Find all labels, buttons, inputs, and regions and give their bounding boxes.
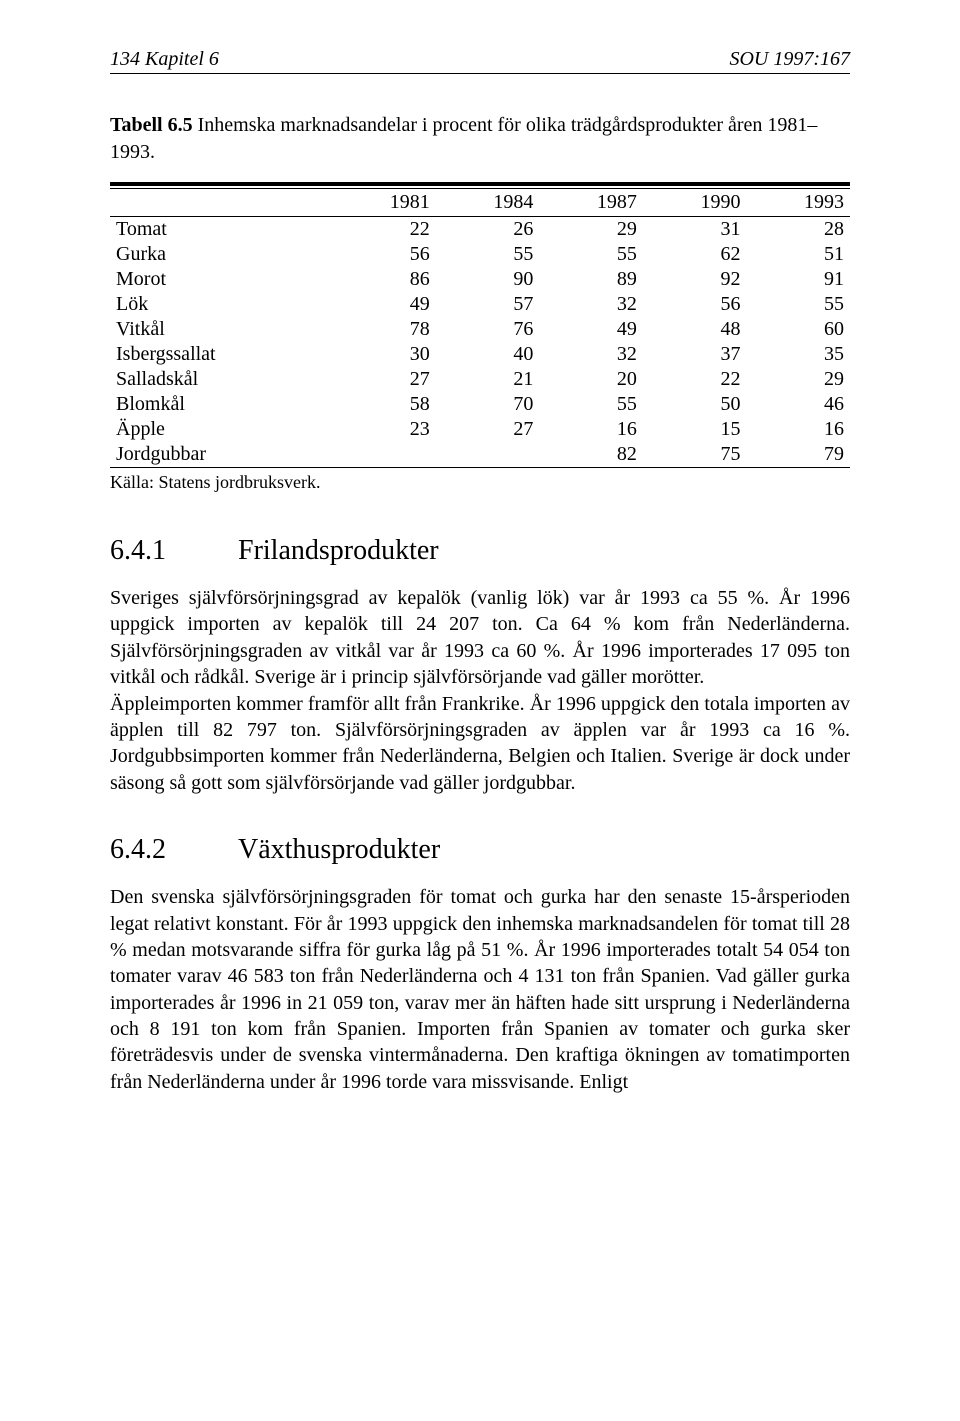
table-row: Äpple2327161516: [110, 417, 850, 442]
document-page: 134 Kapitel 6 SOU 1997:167 Tabell 6.5 In…: [0, 0, 960, 1421]
table-source-note: Källa: Statens jordbruksverk.: [110, 472, 850, 493]
cell: Lök: [110, 292, 332, 317]
section-title: Frilandsprodukter: [238, 535, 439, 567]
cell: 48: [643, 317, 747, 342]
cell: 82: [539, 442, 643, 468]
cell: Blomkål: [110, 392, 332, 417]
table-col-3: 1987: [539, 189, 643, 217]
cell: 56: [643, 292, 747, 317]
cell: 92: [643, 267, 747, 292]
table-row: Vitkål7876494860: [110, 317, 850, 342]
cell: 49: [332, 292, 436, 317]
table-col-2: 1984: [436, 189, 540, 217]
cell: 86: [332, 267, 436, 292]
section2-body: Den svenska självförsörjningsgraden för …: [110, 884, 850, 1095]
cell: Äpple: [110, 417, 332, 442]
cell: Isbergssallat: [110, 342, 332, 367]
cell: [436, 442, 540, 468]
table-row: Gurka5655556251: [110, 242, 850, 267]
table-col-4: 1990: [643, 189, 747, 217]
table-col-1: 1981: [332, 189, 436, 217]
cell: Vitkål: [110, 317, 332, 342]
cell: 23: [332, 417, 436, 442]
cell: 30: [332, 342, 436, 367]
table-row: Salladskål2721202229: [110, 367, 850, 392]
cell: 60: [746, 317, 850, 342]
paragraph: Den svenska självförsörjningsgraden för …: [110, 884, 850, 1095]
section-number: 6.4.1: [110, 535, 190, 567]
cell: 22: [643, 367, 747, 392]
cell: Jordgubbar: [110, 442, 332, 468]
cell: 22: [332, 217, 436, 243]
cell: 55: [746, 292, 850, 317]
cell: 32: [539, 292, 643, 317]
page-header: 134 Kapitel 6 SOU 1997:167: [110, 48, 850, 74]
cell: 50: [643, 392, 747, 417]
cell: 29: [746, 367, 850, 392]
cell: 78: [332, 317, 436, 342]
section-heading-641: 6.4.1 Frilandsprodukter: [110, 535, 850, 567]
cell: 29: [539, 217, 643, 243]
table-caption: Tabell 6.5 Inhemska marknadsandelar i pr…: [110, 112, 850, 166]
table-col-5: 1993: [746, 189, 850, 217]
cell: 91: [746, 267, 850, 292]
cell: 75: [643, 442, 747, 468]
table-header-row: 1981 1984 1987 1990 1993: [110, 189, 850, 217]
cell: 57: [436, 292, 540, 317]
page-number: 134: [110, 48, 140, 70]
cell: 58: [332, 392, 436, 417]
header-right: SOU 1997:167: [729, 48, 850, 71]
table-row: Isbergssallat3040323735: [110, 342, 850, 367]
cell: 21: [436, 367, 540, 392]
cell: 16: [746, 417, 850, 442]
table-row: Morot8690899291: [110, 267, 850, 292]
cell: 49: [539, 317, 643, 342]
cell: 90: [436, 267, 540, 292]
cell: 62: [643, 242, 747, 267]
cell: 37: [643, 342, 747, 367]
cell: 46: [746, 392, 850, 417]
cell: 51: [746, 242, 850, 267]
chapter-label: Kapitel 6: [145, 48, 219, 70]
cell: 32: [539, 342, 643, 367]
cell: 55: [539, 392, 643, 417]
cell: 76: [436, 317, 540, 342]
cell: 31: [643, 217, 747, 243]
section1-body: Sveriges självförsörjningsgrad av kepalö…: [110, 585, 850, 796]
table-caption-text: Inhemska marknadsandelar i procent för o…: [110, 114, 817, 163]
table-row: Lök4957325655: [110, 292, 850, 317]
paragraph: Äppleimporten kommer framför allt från F…: [110, 691, 850, 797]
table-row: Blomkål5870555046: [110, 392, 850, 417]
table-row: Tomat2226293128: [110, 217, 850, 243]
section-title: Växthusprodukter: [238, 834, 440, 866]
cell: 28: [746, 217, 850, 243]
cell: 26: [436, 217, 540, 243]
cell: 70: [436, 392, 540, 417]
cell: 16: [539, 417, 643, 442]
cell: Morot: [110, 267, 332, 292]
cell: 56: [332, 242, 436, 267]
section-heading-642: 6.4.2 Växthusprodukter: [110, 834, 850, 866]
cell: 20: [539, 367, 643, 392]
cell: 55: [539, 242, 643, 267]
cell: [332, 442, 436, 468]
header-left: 134 Kapitel 6: [110, 48, 219, 71]
table-row: Jordgubbar 827579: [110, 442, 850, 468]
cell: 27: [436, 417, 540, 442]
cell: Gurka: [110, 242, 332, 267]
market-share-table: 1981 1984 1987 1990 1993 Tomat2226293128…: [110, 182, 850, 468]
cell: 40: [436, 342, 540, 367]
cell: 35: [746, 342, 850, 367]
cell: 89: [539, 267, 643, 292]
table-col-0: [110, 189, 332, 217]
cell: 15: [643, 417, 747, 442]
paragraph: Sveriges självförsörjningsgrad av kepalö…: [110, 585, 850, 691]
cell: 27: [332, 367, 436, 392]
table-caption-label: Tabell 6.5: [110, 114, 193, 136]
cell: 79: [746, 442, 850, 468]
section-number: 6.4.2: [110, 834, 190, 866]
cell: Tomat: [110, 217, 332, 243]
cell: Salladskål: [110, 367, 332, 392]
cell: 55: [436, 242, 540, 267]
